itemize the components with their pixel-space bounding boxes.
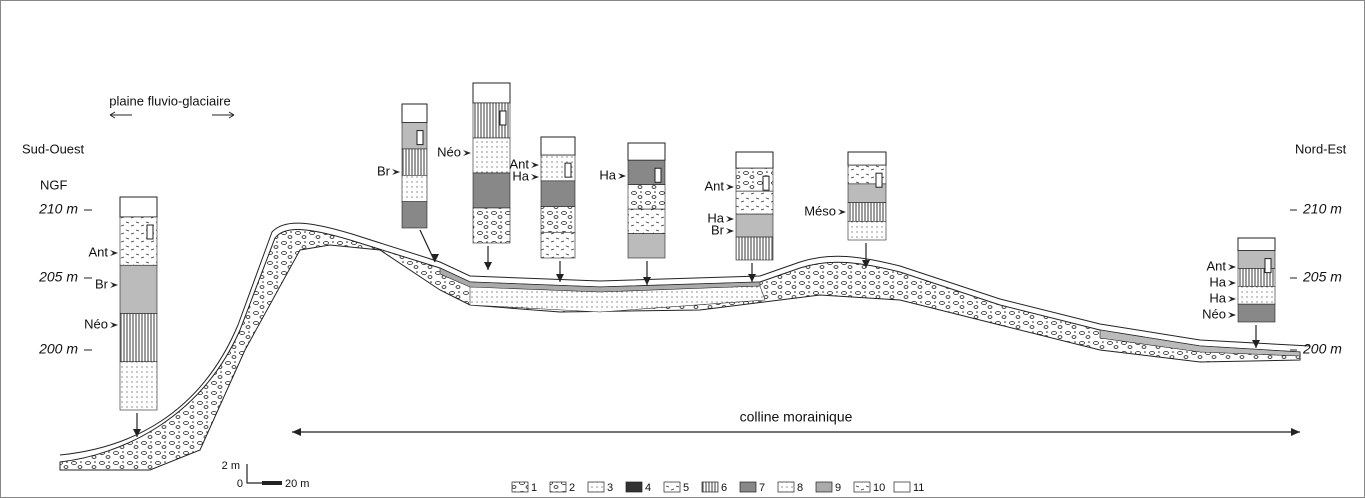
level-label: Néo [1202,306,1226,321]
column-layer [1238,286,1275,304]
column-layer [120,217,157,265]
level-label: Méso [804,203,836,218]
column-sample [565,163,571,177]
column-top [736,152,773,168]
legend-label: 10 [873,482,885,494]
legend-swatch [626,482,642,492]
column-sample [417,131,423,145]
column-top [1238,238,1275,251]
legend-label: 6 [721,482,727,494]
legend-label: 5 [683,482,689,494]
level-label: Br [95,276,109,291]
column-layer [736,214,773,237]
legend-label: 4 [645,482,651,494]
column-top [473,83,510,103]
legend-swatch [702,482,718,492]
legend-label: 2 [569,482,575,494]
side-label: Nord-Est [1295,141,1347,156]
legend-label: 11 [913,482,924,494]
legend-swatch [778,482,794,492]
legend-label: 7 [759,482,765,494]
level-label: Br [377,163,391,178]
column-layer [402,175,427,201]
column-layer [473,173,510,208]
column-layer [848,221,886,240]
column-layer [848,203,886,222]
legend-swatch [550,482,566,492]
legend-label: 3 [607,482,613,494]
column-layer [402,149,427,175]
column-sample [876,173,882,187]
level-label: Néo [84,316,108,331]
level-label: Ha [1209,290,1226,305]
column-layer [120,362,157,410]
column-layer [541,207,575,233]
legend-swatch [588,482,604,492]
elevation-label: 205 m [1302,269,1342,285]
column-layer [541,181,575,207]
side-label: Sud-Ouest [22,141,85,156]
scale-label: 20 m [285,478,309,490]
level-label: Ha [599,167,616,182]
legend-swatch [664,482,680,492]
legend-swatch [512,482,528,492]
legend-swatch [740,482,756,492]
level-label: Néo [437,144,461,159]
column-sample [655,168,661,182]
level-label: Ant [88,244,108,259]
scale-label: 0 [237,478,243,490]
column-layer [120,314,157,362]
column-layer [120,265,157,313]
elevation-label: 205 m [38,269,78,285]
legend-label: 9 [835,482,841,494]
column-top [628,143,665,160]
column-sample [763,176,769,190]
column-layer [473,138,510,173]
column-layer [402,202,427,228]
elevation-label: 200 m [1302,341,1342,357]
elevation-label: 210 m [1302,201,1342,217]
column-layer [736,237,773,260]
column-top [848,152,886,165]
legend-swatch [816,482,832,492]
legend-swatch [854,482,870,492]
column-top [541,137,575,155]
legend-label: 8 [797,482,803,494]
plain-label: plaine fluvio-glaciaire [109,93,230,108]
legend-label: 1 [531,482,537,494]
annotation: colline morainique [740,409,853,425]
column-top [402,104,427,123]
level-label: Ha [1209,274,1226,289]
column-sample [500,111,506,125]
datum-label: NGF [40,177,68,192]
level-label: Ant [1206,258,1226,273]
column-layer [628,234,665,258]
legend-swatch [894,482,910,492]
column-layer [628,209,665,233]
column-sample [1265,259,1271,273]
level-label: Ant [704,178,724,193]
elevation-label: 200 m [38,341,78,357]
level-label: Br [711,222,725,237]
column-layer [736,191,773,214]
scale-label: 2 m [222,460,240,472]
column-sample [147,225,153,239]
column-top [120,197,157,217]
level-label: Ha [512,168,529,183]
elevation-label: 210 m [38,201,78,217]
column-layer [473,208,510,243]
column-layer [1238,304,1275,322]
column-layer [541,232,575,258]
cross-section: plaine fluvio-glaciaire Sud-Ouest Nord-E… [0,0,1365,498]
column-layer [628,185,665,209]
